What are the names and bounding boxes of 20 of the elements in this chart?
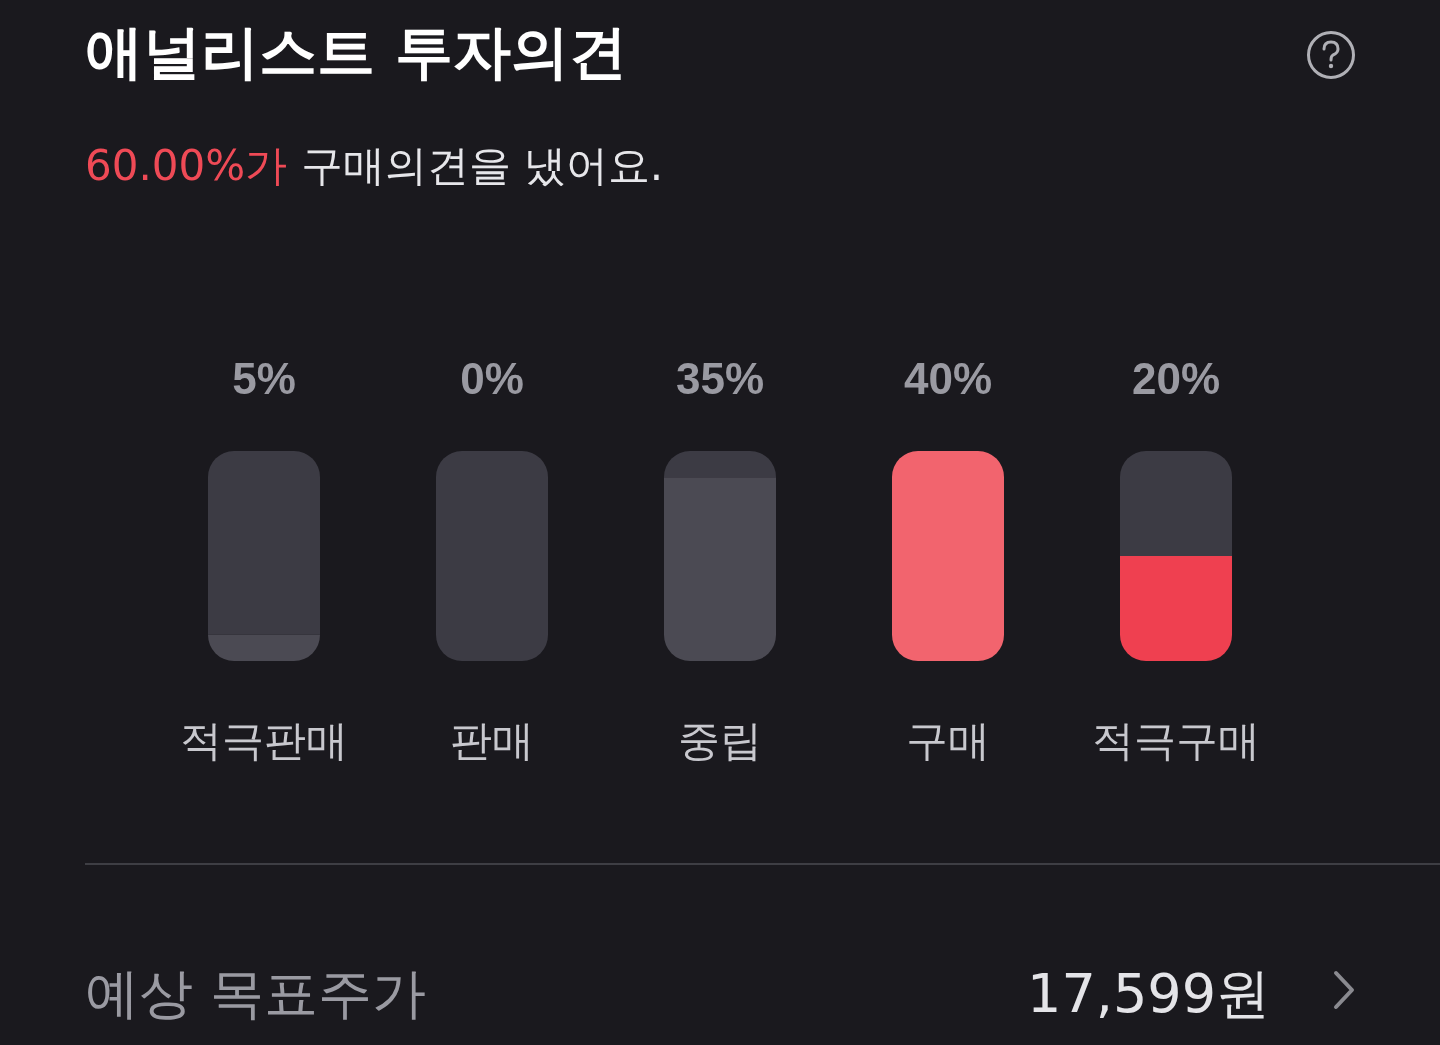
x-tick-label: 중립 [678,716,762,764]
x-tick-label: 구매 [906,716,990,764]
bar [436,451,548,661]
text: 예상 목표주가 [85,961,427,1027]
bar [664,477,776,661]
data-label: 35% [675,353,765,403]
bar [208,451,320,635]
chart-subtitle: 60.00%가 구매의견을 냈어요. [85,141,664,190]
data-label: 0% [460,353,524,403]
bar [892,451,1004,661]
chart-title: 애널리스트 투자의견 [85,17,628,88]
text: 17,599원 [1027,961,1270,1027]
x-tick-label: 적극판매 [180,716,348,764]
data-label: 40% [903,353,993,403]
bar [1120,556,1232,661]
data-label: 20% [1131,353,1221,403]
data-label: 5% [232,353,296,403]
x-tick-label: 적극구매 [1092,716,1260,764]
bar [1120,451,1232,556]
x-tick-label: 판매 [450,716,534,764]
